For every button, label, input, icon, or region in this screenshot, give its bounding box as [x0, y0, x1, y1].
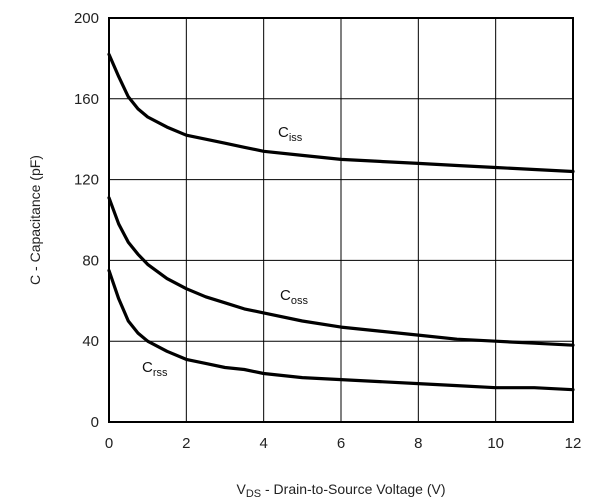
x-tick-label: 0 — [105, 435, 113, 452]
y-tick-label: 160 — [74, 91, 99, 108]
x-axis-label-rest: - Drain-to-Source Voltage (V) — [261, 481, 445, 497]
series-label-crss: Crss — [142, 359, 168, 379]
x-tick-label: 4 — [259, 435, 267, 452]
series-label-coss: Coss — [280, 287, 308, 307]
x-tick-label: 6 — [337, 435, 345, 452]
series-label-coss-sub: oss — [291, 295, 309, 307]
plot-frame — [108, 17, 574, 423]
x-axis-label-main: V — [236, 481, 246, 497]
y-tick-label: 0 — [91, 414, 99, 431]
y-tick-label: 120 — [74, 172, 99, 189]
x-axis-label: VDS - Drain-to-Source Voltage (V) — [236, 481, 445, 499]
x-tick-label: 8 — [414, 435, 422, 452]
series-label-ciss: Ciss — [278, 124, 303, 144]
series-label-ciss-sub: iss — [289, 132, 303, 144]
series-line-crss — [107, 268, 575, 392]
y-tick-label: 200 — [74, 10, 99, 27]
x-tick-label: 10 — [487, 435, 504, 452]
y-axis-label: C - Capacitance (pF) — [27, 155, 43, 285]
x-axis-label-sub: DS — [246, 488, 261, 499]
series-line-ciss — [107, 52, 575, 174]
series-label-coss-main: C — [280, 287, 291, 304]
series-label-crss-main: C — [142, 359, 153, 376]
x-tick-label: 2 — [182, 435, 190, 452]
grid — [109, 18, 573, 422]
x-tick-labels: 0 2 4 6 8 10 12 — [105, 435, 582, 452]
series-label-ciss-main: C — [278, 124, 289, 141]
x-tick-label: 12 — [565, 435, 582, 452]
y-tick-labels: 0 40 80 120 160 200 — [74, 10, 99, 431]
y-tick-label: 80 — [82, 252, 99, 269]
series-lines — [107, 52, 575, 392]
series-line-coss — [107, 196, 575, 347]
y-tick-label: 40 — [82, 333, 99, 350]
series-label-crss-sub: rss — [153, 367, 168, 379]
